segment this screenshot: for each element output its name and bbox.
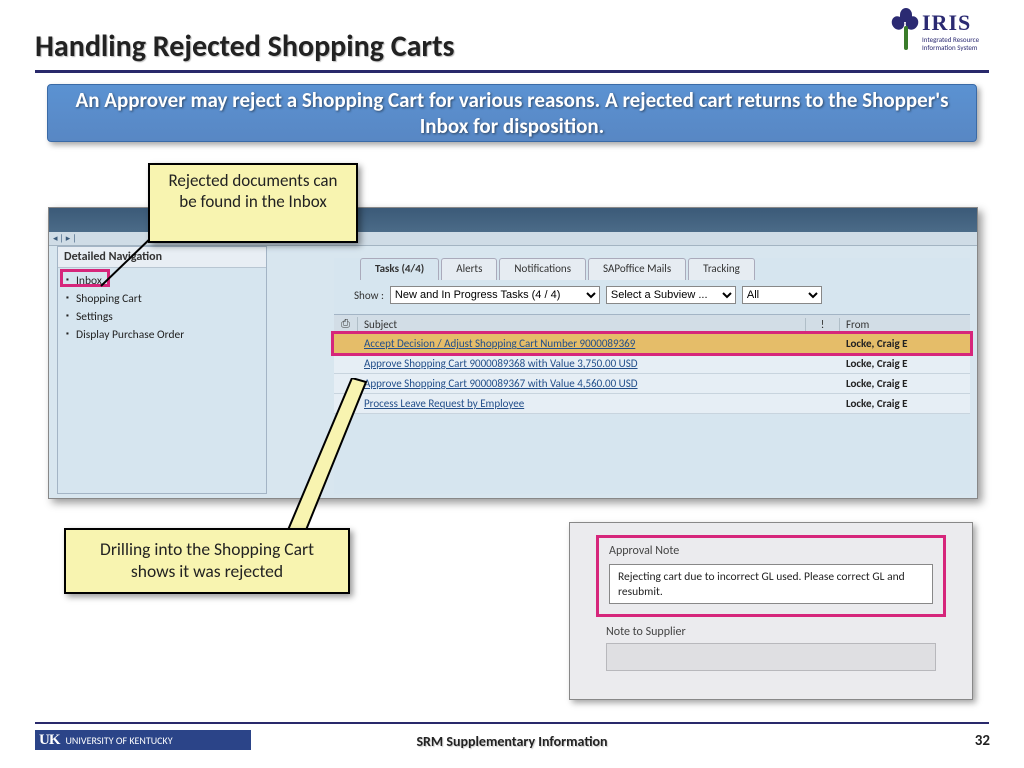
task-from: Locke, Craig E xyxy=(840,337,970,350)
nav-item-shopping-cart[interactable]: Shopping Cart xyxy=(66,290,258,308)
grid-header-icon: ⎙ xyxy=(334,317,358,331)
nav-item-settings[interactable]: Settings xyxy=(66,308,258,326)
approval-note-panel: Approval Note Rejecting cart due to inco… xyxy=(569,522,973,700)
footer-line xyxy=(35,722,989,724)
title-underline xyxy=(35,70,989,73)
grid-header-from[interactable]: From xyxy=(840,318,970,331)
task-link[interactable]: Accept Decision / Adjust Shopping Cart N… xyxy=(364,337,635,350)
show-label: Show : xyxy=(354,289,384,302)
footer-text: SRM Supplementary Information xyxy=(0,733,1024,750)
tabs-row: Tasks (4/4) Alerts Notifications SAPoffi… xyxy=(360,258,755,280)
task-from: Locke, Craig E xyxy=(840,357,970,370)
show-tasks-select[interactable]: New and In Progress Tasks (4 / 4) xyxy=(390,286,600,304)
nav-item-inbox[interactable]: Inbox xyxy=(66,272,258,290)
grid-header-priority[interactable]: ! xyxy=(806,318,840,331)
slide-title: Handling Rejected Shopping Carts xyxy=(35,28,454,65)
tab-sapoffice[interactable]: SAPoffice Mails xyxy=(588,258,686,280)
grid-header: ⎙ Subject ! From xyxy=(334,314,970,334)
grid-header-subject[interactable]: Subject xyxy=(358,318,806,331)
show-subview-select[interactable]: Select a Subview ... xyxy=(606,286,736,304)
filter-row: Show : New and In Progress Tasks (4 / 4)… xyxy=(354,286,962,304)
callout-rejected: Drilling into the Shopping Cart shows it… xyxy=(64,528,350,594)
grid-row[interactable]: Approve Shopping Cart 9000089368 with Va… xyxy=(334,354,970,374)
tab-tracking[interactable]: Tracking xyxy=(688,258,755,280)
task-grid: ⎙ Subject ! From Accept Decision / Adjus… xyxy=(334,314,970,414)
show-all-select[interactable]: All xyxy=(742,286,822,304)
tab-notifications[interactable]: Notifications xyxy=(499,258,586,280)
task-from: Locke, Craig E xyxy=(840,397,970,410)
tab-tasks[interactable]: Tasks (4/4) xyxy=(360,258,439,280)
nav-item-display-po[interactable]: Display Purchase Order xyxy=(66,326,258,344)
work-area: Tasks (4/4) Alerts Notifications SAPoffi… xyxy=(334,258,970,494)
nav-panel: Detailed Navigation Inbox Shopping Cart … xyxy=(57,246,267,494)
info-banner: An Approver may reject a Shopping Cart f… xyxy=(47,84,977,142)
approval-note-highlight: Approval Note Rejecting cart due to inco… xyxy=(596,535,946,617)
tab-alerts[interactable]: Alerts xyxy=(441,258,497,280)
iris-logo: IRIS Integrated ResourceInformation Syst… xyxy=(888,6,998,56)
supplier-note-label: Note to Supplier xyxy=(606,625,946,639)
callout-inbox: Rejected documents can be found in the I… xyxy=(148,163,358,243)
supplier-note-box xyxy=(606,643,936,671)
task-link[interactable]: Approve Shopping Cart 9000089368 with Va… xyxy=(364,357,638,370)
grid-row[interactable]: Process Leave Request by Employee Locke,… xyxy=(334,394,970,414)
task-link[interactable]: Process Leave Request by Employee xyxy=(364,397,524,410)
iris-logo-subtext: Integrated ResourceInformation System xyxy=(922,36,979,51)
nav-header: Detailed Navigation xyxy=(58,247,266,268)
grid-row[interactable]: Approve Shopping Cart 9000089367 with Va… xyxy=(334,374,970,394)
page-number: 32 xyxy=(975,732,990,750)
approval-note-label: Approval Note xyxy=(609,544,933,558)
task-from: Locke, Craig E xyxy=(840,377,970,390)
approval-note-text: Rejecting cart due to incorrect GL used.… xyxy=(609,564,933,604)
task-link[interactable]: Approve Shopping Cart 9000089367 with Va… xyxy=(364,377,638,390)
app-screenshot: ◂ | ▸ | Detailed Navigation Inbox Shoppi… xyxy=(48,207,978,499)
iris-logo-text: IRIS xyxy=(922,10,971,36)
grid-row[interactable]: Accept Decision / Adjust Shopping Cart N… xyxy=(334,334,970,354)
